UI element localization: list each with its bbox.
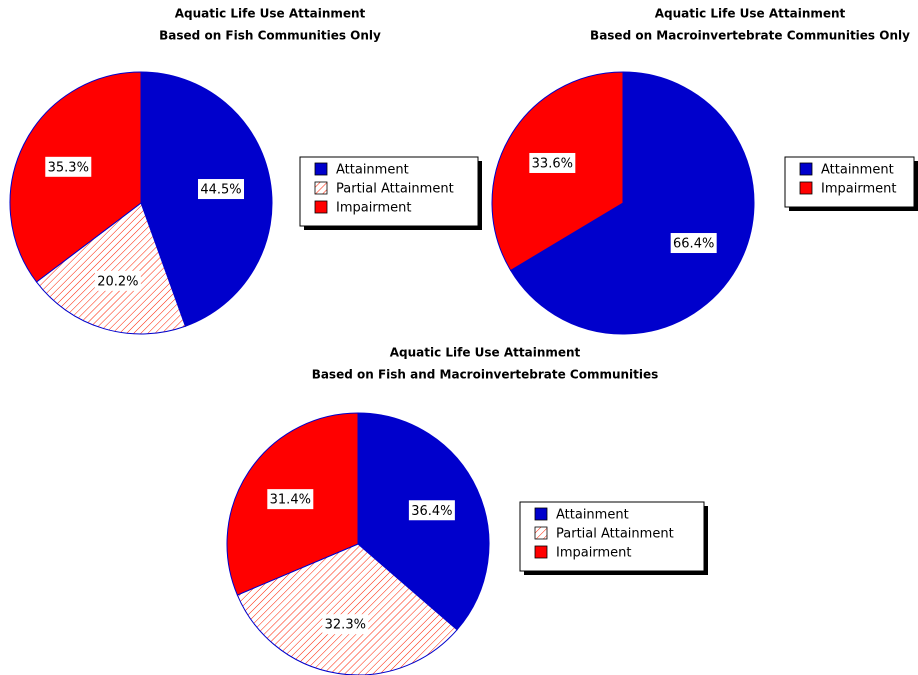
legend-label: Attainment [821, 163, 894, 178]
data-label: 33.6% [532, 156, 573, 171]
chart-subtitle: Based on Fish Communities Only [159, 29, 381, 43]
legend [519, 501, 705, 572]
legend-swatch [534, 507, 548, 521]
data-label: 44.5% [200, 183, 241, 198]
legend-swatch [534, 545, 548, 559]
legend-swatch [314, 162, 328, 176]
legend-swatch [314, 181, 328, 195]
pie-slice [9, 71, 142, 283]
data-label: 20.2% [97, 274, 138, 289]
legend-label: Impairment [821, 182, 896, 197]
chart-subtitle: Based on Macroinvertebrate Communities O… [590, 29, 910, 43]
chart-title: Aquatic Life Use Attainment [390, 346, 581, 360]
data-label: 66.4% [673, 237, 714, 252]
legend [299, 156, 479, 227]
pie-slice [236, 543, 458, 675]
pie-slice [509, 71, 755, 335]
chart-subtitle: Based on Fish and Macroinvertebrate Comm… [312, 368, 659, 382]
legend-label: Attainment [556, 508, 629, 523]
label-box [322, 614, 369, 635]
label-box [670, 233, 717, 254]
legend-swatch [799, 162, 813, 176]
label-box [408, 500, 455, 521]
chart-title: Aquatic Life Use Attainment [175, 7, 366, 21]
label-box [267, 489, 314, 510]
label-box [529, 152, 576, 173]
pie-slice [140, 71, 273, 327]
data-label: 36.4% [411, 504, 452, 519]
pie-slice [35, 202, 187, 335]
legend-swatch [314, 200, 328, 214]
legend-label: Impairment [336, 201, 411, 216]
pie-slice [357, 412, 490, 631]
legend-swatch [534, 526, 548, 540]
data-label: 31.4% [270, 493, 311, 508]
legend-label: Impairment [556, 546, 631, 561]
chart-title: Aquatic Life Use Attainment [655, 7, 846, 21]
data-label: 35.3% [48, 160, 89, 175]
legend-label: Attainment [336, 163, 409, 178]
legend-label: Partial Attainment [336, 182, 454, 197]
label-box [94, 270, 141, 291]
data-label: 32.3% [325, 618, 366, 633]
label-box [45, 156, 92, 177]
legend-swatch [799, 181, 813, 195]
legend-label: Partial Attainment [556, 527, 674, 542]
label-box [198, 179, 245, 200]
